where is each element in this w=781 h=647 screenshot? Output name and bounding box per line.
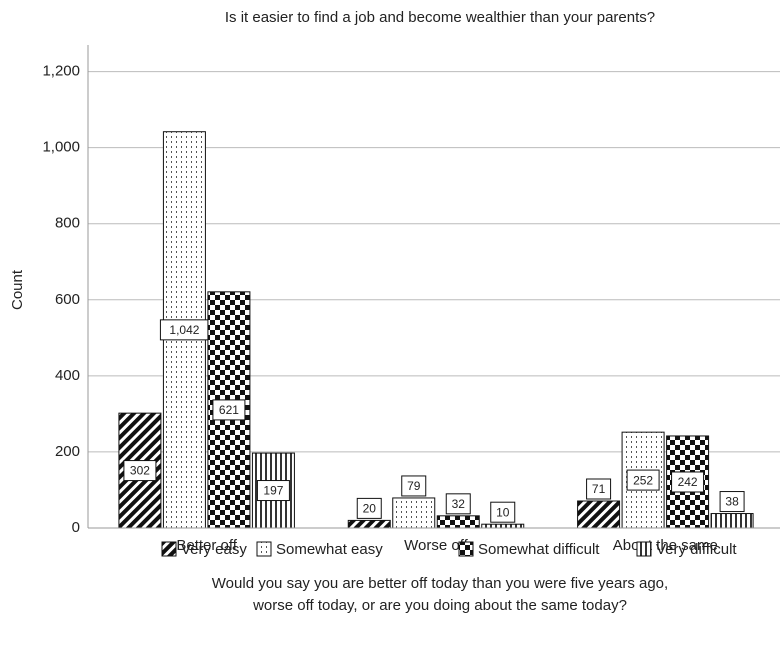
- chart-title: Is it easier to find a job and become we…: [225, 9, 655, 26]
- value-label: 621: [219, 403, 239, 417]
- value-label-box: [356, 497, 382, 519]
- bar: [710, 513, 754, 529]
- bar: [481, 523, 525, 529]
- y-tick-label: 1,000: [42, 139, 80, 156]
- value-label-box: [256, 480, 290, 502]
- value-label: 71: [592, 482, 606, 496]
- legend-swatch: [256, 541, 272, 557]
- y-tick-label: 600: [55, 291, 80, 308]
- value-label-box: [626, 469, 660, 491]
- y-tick-label: 800: [55, 215, 80, 232]
- x-tick-label: Worse off: [404, 537, 468, 554]
- bar: [347, 519, 391, 529]
- value-label-box: [445, 493, 471, 515]
- x-axis-label: worse off today, or are you doing about …: [252, 597, 627, 614]
- value-label: 20: [363, 502, 377, 516]
- value-label-box: [212, 399, 246, 421]
- value-label: 10: [496, 505, 510, 519]
- x-tick-label: Better off: [176, 537, 237, 554]
- legend-label: Very difficult: [656, 541, 737, 558]
- value-label-box: [586, 478, 612, 500]
- y-tick-label: 1,200: [42, 63, 80, 80]
- value-label: 302: [130, 464, 150, 478]
- value-label-box: [401, 475, 427, 497]
- value-label: 79: [407, 479, 421, 493]
- value-label: 242: [678, 475, 698, 489]
- value-label-box: [123, 460, 157, 482]
- x-axis-label: Would you say you are better off today t…: [212, 575, 668, 592]
- y-tick-label: 0: [72, 519, 80, 536]
- value-label: 1,042: [169, 323, 199, 337]
- legend-swatch: [636, 541, 652, 557]
- bar: [577, 500, 621, 529]
- legend-label: Somewhat difficult: [478, 541, 600, 558]
- value-label: 252: [633, 473, 653, 487]
- value-label: 197: [263, 484, 283, 498]
- value-label: 38: [725, 495, 739, 509]
- legend-swatch: [161, 541, 177, 557]
- legend-swatch: [458, 541, 474, 557]
- y-tick-label: 400: [55, 367, 80, 384]
- bar: [392, 497, 436, 529]
- bar: [436, 515, 480, 529]
- legend-label: Somewhat easy: [276, 541, 383, 558]
- legend-label: Very easy: [181, 541, 247, 558]
- value-label-box: [671, 471, 705, 493]
- y-axis-label: Count: [9, 269, 26, 310]
- value-label-box: [490, 501, 516, 523]
- y-tick-label: 200: [55, 443, 80, 460]
- value-label: 32: [452, 497, 466, 511]
- value-label-box: [719, 491, 745, 513]
